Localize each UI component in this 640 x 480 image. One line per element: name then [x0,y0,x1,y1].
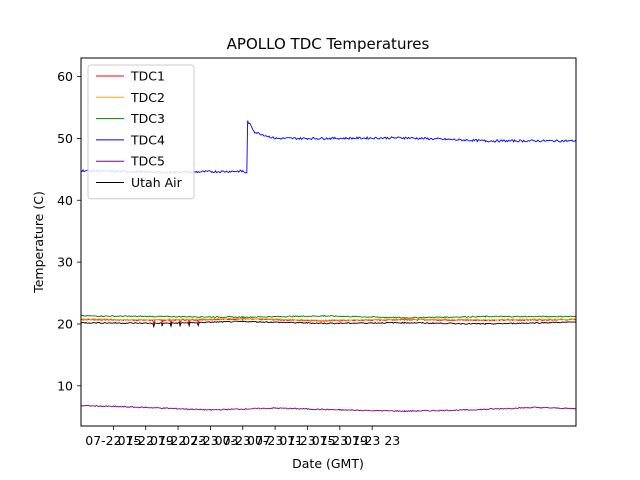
x-tick-label: 07-23 23 [344,433,400,448]
y-tick-label: 20 [57,316,73,331]
plot-frame [80,57,577,427]
x-tick-label: 07-22 15 [85,433,141,448]
y-tick-label: 40 [57,193,73,208]
legend-box [87,64,195,200]
x-tick-label: 07-22 23 [150,433,206,448]
x-axis-title: Date (GMT) [292,456,364,471]
x-tick-label: 07-22 19 [118,433,174,448]
x-tick-label: 07-23 07 [215,433,271,448]
y-tick-label: 10 [57,378,73,393]
series-line-tdc5 [81,404,576,413]
x-tick-label: 07-23 11 [247,433,303,448]
series-line-utah-air [81,320,576,329]
legend-label-tdc1: TDC1 [130,69,165,84]
y-tick-label: 30 [57,255,73,270]
legend-label-tdc5: TDC5 [130,154,165,169]
legend-label-tdc3: TDC3 [130,111,165,126]
x-tick-label: 07-23 15 [279,433,335,448]
legend-label-utah-air: Utah Air [131,175,183,190]
series-line-tdc2 [81,317,576,322]
legend: TDC1 TDC2 TDC3 TDC4 TDC5 Utah Air [87,64,195,200]
x-tick-label: 07-23 19 [312,433,368,448]
legend-label-tdc2: TDC2 [130,90,165,105]
x-tick-label: 07-23 03 [182,433,238,448]
y-axis-title: Temperature (C) [31,191,46,294]
y-tick-label: 60 [57,69,73,84]
chart-title: APOLLO TDC Temperatures [227,35,430,53]
legend-label-tdc4: TDC4 [130,132,165,147]
y-tick-label: 50 [57,131,73,146]
series-line-tdc3 [81,314,576,319]
